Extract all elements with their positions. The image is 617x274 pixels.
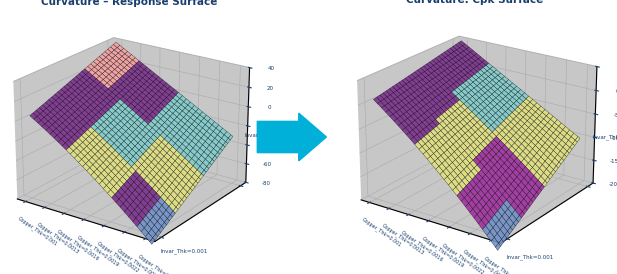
FancyArrow shape	[257, 113, 326, 161]
Title: Curvature – Response Surface: Curvature – Response Surface	[41, 0, 218, 7]
Title: Curvature: Cpk Surface: Curvature: Cpk Surface	[407, 0, 544, 5]
